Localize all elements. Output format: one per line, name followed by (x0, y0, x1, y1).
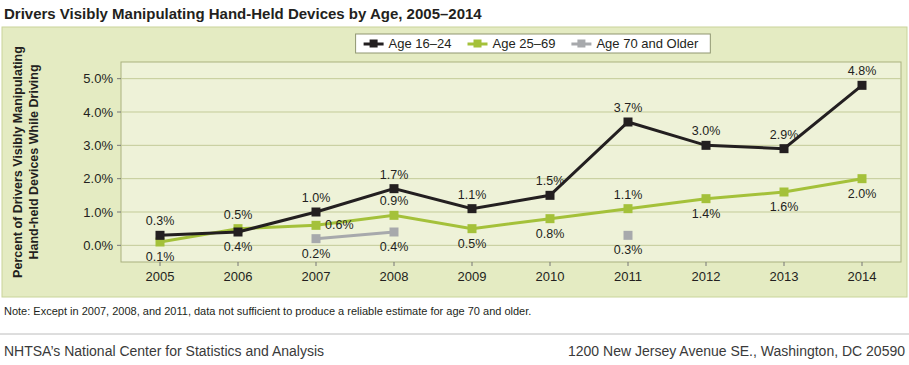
marker (468, 224, 477, 233)
data-label: 0.9% (380, 194, 409, 208)
data-label: 0.6% (325, 218, 354, 232)
data-label: 1.0% (302, 191, 331, 205)
y-axis-label: Percent of Drivers Visibly Manipulating (11, 46, 25, 278)
grid-line (121, 178, 901, 179)
data-label: 0.1% (146, 250, 175, 264)
data-label: 1.1% (614, 188, 643, 202)
data-label: 4.8% (848, 64, 877, 78)
marker (390, 228, 399, 237)
legend-marker (370, 40, 378, 48)
y-tick-label: 1.0% (83, 205, 113, 220)
y-tick (117, 112, 121, 113)
x-tick-label: 2011 (614, 269, 642, 284)
y-tick-label: 2.0% (83, 171, 113, 186)
x-tick-label: 2012 (692, 269, 721, 284)
data-label: 1.1% (458, 188, 487, 202)
data-label: 3.0% (692, 124, 721, 138)
data-label: 0.8% (536, 227, 565, 241)
marker (780, 188, 789, 197)
marker (624, 118, 633, 127)
marker (624, 204, 633, 213)
data-label: 0.2% (302, 247, 331, 261)
marker (546, 191, 555, 200)
plot-area (121, 62, 901, 262)
x-tick (550, 262, 551, 266)
grid-line (121, 78, 901, 79)
legend-box (356, 34, 711, 53)
y-tick-label: 0.0% (83, 238, 113, 253)
panel (2, 27, 907, 297)
footer-right: 1200 New Jersey Avenue SE., Washington, … (568, 343, 905, 359)
legend-label: Age 16–24 (389, 36, 452, 51)
marker (312, 234, 321, 243)
marker (858, 174, 867, 183)
series-line (160, 85, 862, 235)
marker (702, 141, 711, 150)
footer-rule (0, 334, 909, 335)
y-tick (117, 145, 121, 146)
x-tick-label: 2009 (458, 269, 487, 284)
marker (312, 208, 321, 217)
y-tick (117, 78, 121, 79)
x-tick-label: 2010 (536, 269, 565, 284)
x-tick (394, 262, 395, 266)
plot-marks (156, 81, 867, 247)
legend-marker (577, 40, 585, 48)
legend-label: Age 70 and Older (596, 36, 699, 51)
marker (156, 231, 165, 240)
data-label: 0.4% (380, 240, 409, 254)
marker (468, 204, 477, 213)
marker (702, 194, 711, 203)
data-label: 1.5% (536, 174, 565, 188)
y-axis-label: Hand-held Devices While Driving (27, 64, 41, 259)
data-label: 1.6% (770, 200, 799, 214)
series-line (160, 179, 862, 242)
data-label: 1.7% (380, 168, 409, 182)
y-tick-label: 3.0% (83, 138, 113, 153)
x-tick (784, 262, 785, 266)
data-label: 0.3% (146, 214, 175, 228)
x-tick (706, 262, 707, 266)
legend-label: Age 25–69 (493, 36, 556, 51)
note: Note: Except in 2007, 2008, and 2011, da… (4, 305, 531, 317)
footer-left: NHTSA’s National Center for Statistics a… (4, 343, 324, 359)
marker (624, 231, 633, 240)
title: Drivers Visibly Manipulating Hand-Held D… (4, 5, 482, 22)
x-tick (316, 262, 317, 266)
x-tick-label: 2005 (146, 269, 175, 284)
x-tick (472, 262, 473, 266)
x-tick (238, 262, 239, 266)
y-tick-label: 4.0% (83, 105, 113, 120)
legend: Age 16–24 Age 25–69 Age 70 and Older (356, 34, 711, 53)
x-tick (862, 262, 863, 266)
data-label: 0.3% (614, 243, 643, 257)
data-label: 0.5% (458, 237, 487, 251)
x-tick-label: 2007 (302, 269, 331, 284)
x-tick-label: 2014 (848, 269, 877, 284)
marker (546, 214, 555, 223)
y-tick (117, 245, 121, 246)
legend-marker (474, 40, 482, 48)
data-label: 3.7% (614, 101, 643, 115)
marker (234, 228, 243, 237)
data-label: 0.4% (224, 240, 253, 254)
grid-line (121, 112, 901, 113)
x-tick-label: 2006 (224, 269, 253, 284)
data-label: 0.5% (224, 208, 253, 222)
marker (390, 211, 399, 220)
marker (312, 221, 321, 230)
data-label: 2.9% (770, 128, 799, 142)
chart: Drivers Visibly Manipulating Hand-Held D… (0, 0, 909, 365)
marker (390, 184, 399, 193)
x-tick-label: 2013 (770, 269, 799, 284)
marker (858, 81, 867, 90)
y-tick-label: 5.0% (83, 71, 113, 86)
y-tick (117, 178, 121, 179)
marker (780, 144, 789, 153)
x-tick-label: 2008 (380, 269, 409, 284)
x-tick (628, 262, 629, 266)
data-label: 1.4% (692, 207, 721, 221)
y-tick (117, 212, 121, 213)
data-label: 2.0% (848, 187, 877, 201)
